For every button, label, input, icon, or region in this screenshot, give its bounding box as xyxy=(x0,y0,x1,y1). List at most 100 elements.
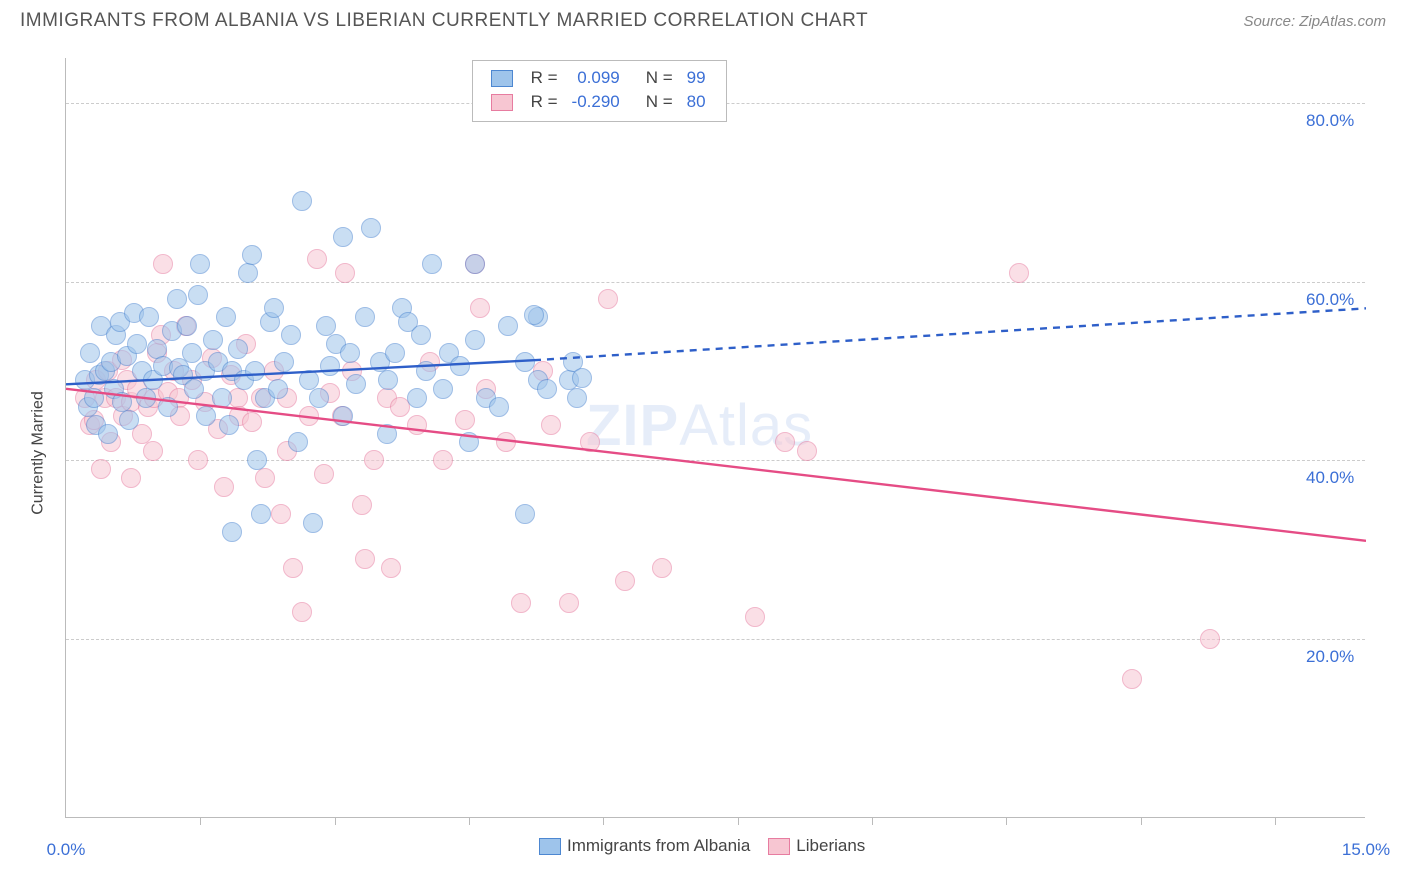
point-albania xyxy=(459,432,479,452)
xtick-mark xyxy=(469,817,470,825)
point-albania xyxy=(281,325,301,345)
point-liberians xyxy=(559,593,579,613)
legend-r-value: 0.099 xyxy=(566,67,626,89)
source-label: Source: ZipAtlas.com xyxy=(1243,13,1386,30)
xtick-mark xyxy=(200,817,201,825)
point-liberians xyxy=(283,558,303,578)
plot-area: 20.0%40.0%60.0%80.0%0.0%15.0%ZIPAtlasR =… xyxy=(65,58,1365,818)
point-liberians xyxy=(188,450,208,470)
point-liberians xyxy=(496,432,516,452)
xtick-mark xyxy=(1006,817,1007,825)
regression-lines xyxy=(66,58,1366,818)
xtick-label: 0.0% xyxy=(47,840,86,860)
ytick-label: 40.0% xyxy=(1306,468,1354,488)
point-albania xyxy=(247,450,267,470)
point-liberians xyxy=(314,464,334,484)
point-liberians xyxy=(1122,669,1142,689)
point-liberians xyxy=(91,459,111,479)
point-albania xyxy=(385,343,405,363)
point-liberians xyxy=(121,468,141,488)
point-albania xyxy=(127,334,147,354)
point-liberians xyxy=(255,468,275,488)
point-liberians xyxy=(364,450,384,470)
legend-bottom: Immigrants from Albania Liberians xyxy=(521,836,865,856)
point-liberians xyxy=(381,558,401,578)
legend-r-label: R = xyxy=(525,91,564,113)
point-liberians xyxy=(307,249,327,269)
point-albania xyxy=(377,424,397,444)
point-albania xyxy=(182,343,202,363)
legend-series-label: Immigrants from Albania xyxy=(567,836,750,855)
ytick-label: 60.0% xyxy=(1306,290,1354,310)
point-liberians xyxy=(598,289,618,309)
point-albania xyxy=(203,330,223,350)
point-albania xyxy=(422,254,442,274)
point-albania xyxy=(355,307,375,327)
point-albania xyxy=(407,388,427,408)
point-albania xyxy=(489,397,509,417)
point-albania xyxy=(515,504,535,524)
point-liberians xyxy=(407,415,427,435)
legend-swatch xyxy=(768,838,790,855)
point-liberians xyxy=(1009,263,1029,283)
point-albania xyxy=(303,513,323,533)
xtick-label: 15.0% xyxy=(1342,840,1390,860)
point-liberians xyxy=(352,495,372,515)
point-albania xyxy=(219,415,239,435)
point-liberians xyxy=(355,549,375,569)
legend-swatch xyxy=(491,94,513,111)
legend-swatch xyxy=(491,70,513,87)
point-albania xyxy=(378,370,398,390)
point-liberians xyxy=(615,571,635,591)
legend-swatch xyxy=(539,838,561,855)
point-albania xyxy=(450,356,470,376)
point-liberians xyxy=(541,415,561,435)
point-albania xyxy=(498,316,518,336)
point-albania xyxy=(288,432,308,452)
point-albania xyxy=(309,388,329,408)
xtick-mark xyxy=(1141,817,1142,825)
point-albania xyxy=(228,339,248,359)
point-albania xyxy=(416,361,436,381)
point-liberians xyxy=(511,593,531,613)
point-albania xyxy=(465,330,485,350)
point-liberians xyxy=(242,412,262,432)
point-liberians xyxy=(455,410,475,430)
point-liberians xyxy=(271,504,291,524)
gridline-h xyxy=(66,639,1365,640)
point-liberians xyxy=(153,254,173,274)
point-liberians xyxy=(797,441,817,461)
point-liberians xyxy=(214,477,234,497)
point-albania xyxy=(264,298,284,318)
point-liberians xyxy=(745,607,765,627)
point-albania xyxy=(524,305,544,325)
point-albania xyxy=(167,289,187,309)
legend-n-value: 80 xyxy=(681,91,712,113)
point-albania xyxy=(333,227,353,247)
point-albania xyxy=(346,374,366,394)
point-albania xyxy=(212,388,232,408)
point-albania xyxy=(292,191,312,211)
point-albania xyxy=(433,379,453,399)
point-albania xyxy=(98,424,118,444)
point-albania xyxy=(361,218,381,238)
point-albania xyxy=(188,285,208,305)
point-albania xyxy=(84,388,104,408)
xtick-mark xyxy=(872,817,873,825)
point-liberians xyxy=(580,432,600,452)
point-albania xyxy=(242,245,262,265)
y-axis-label: Currently Married xyxy=(30,391,48,515)
legend-n-label: N = xyxy=(628,91,679,113)
xtick-mark xyxy=(603,817,604,825)
plot-wrap: Currently Married 20.0%40.0%60.0%80.0%0.… xyxy=(20,48,1386,848)
point-albania xyxy=(177,316,197,336)
legend-n-value: 99 xyxy=(681,67,712,89)
point-albania xyxy=(158,397,178,417)
point-albania xyxy=(238,263,258,283)
legend-series-label: Liberians xyxy=(796,836,865,855)
legend-r-label: R = xyxy=(525,67,564,89)
point-albania xyxy=(465,254,485,274)
point-albania xyxy=(245,361,265,381)
point-albania xyxy=(190,254,210,274)
point-albania xyxy=(139,307,159,327)
